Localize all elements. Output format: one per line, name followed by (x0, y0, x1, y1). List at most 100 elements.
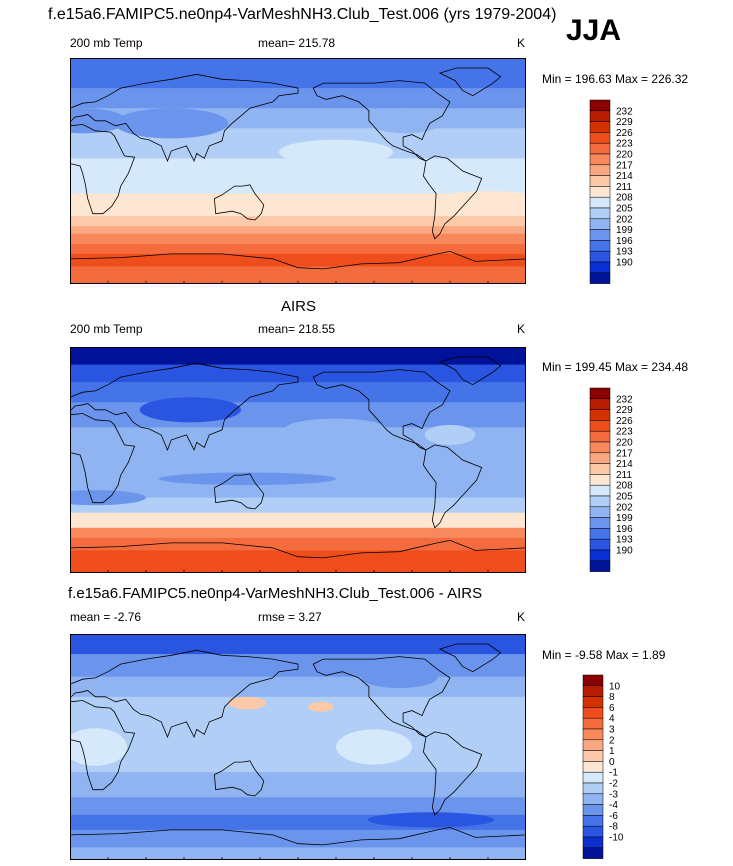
field-feature-2 (367, 108, 444, 134)
field-feature-0 (228, 696, 267, 710)
coastline-3 (312, 80, 451, 162)
field-band-0 (70, 347, 526, 366)
panel-1-unit-label: K (517, 36, 526, 50)
panel-3-mean-label: mean = -2.76 (70, 610, 142, 624)
field-band-8 (70, 537, 526, 551)
field-band-8 (70, 829, 526, 848)
field-band-5 (70, 772, 526, 798)
colorbar-tick-label: 232 (616, 394, 633, 405)
field-band-1 (70, 88, 526, 109)
field-feature-3 (158, 472, 336, 486)
field-band-9 (70, 847, 526, 860)
colorbar-tick-label: 199 (616, 225, 633, 236)
colorbar-swatch (589, 409, 611, 421)
field-feature-2 (424, 424, 476, 445)
panel-1-colorbar: 2322292262232202172142112082052021991961… (589, 99, 633, 284)
colorbar-tick-label: 190 (616, 546, 633, 557)
panel-2-colorbar: 2322292262232202172142112082052021991961… (589, 387, 633, 572)
colorbar-tick-label: 229 (616, 405, 633, 416)
field-band-7 (70, 226, 526, 235)
colorbar-swatch (582, 782, 604, 795)
coastline-2 (213, 473, 265, 510)
colorbar-tick-label: 226 (616, 416, 633, 427)
colorbar-tick-label: 223 (616, 139, 633, 150)
colorbar-tick-label: 193 (616, 535, 633, 546)
colorbar-tick-label: 205 (616, 492, 633, 503)
field-feature-4 (367, 812, 495, 828)
field-band-0 (70, 634, 526, 655)
coastline-2 (213, 760, 265, 797)
colorbar-swatch (589, 272, 611, 284)
panel-2-mean-label: mean= 218.55 (258, 322, 336, 336)
panel-3-stats: Min = -9.58 Max = 1.89 (542, 648, 666, 662)
colorbar-swatch (589, 430, 611, 443)
coastline-5 (438, 643, 502, 673)
colorbar-swatch (589, 528, 611, 540)
field-band-2 (70, 676, 526, 698)
colorbar-tick-label: 196 (616, 524, 633, 535)
colorbar-tick-label: 0 (609, 757, 615, 768)
colorbar-swatch (582, 836, 604, 849)
colorbar-swatch (589, 495, 611, 508)
colorbar-tick-label: -8 (609, 822, 618, 833)
colorbar-swatch (589, 196, 611, 209)
colorbar-swatch (589, 420, 611, 432)
coastline-1 (70, 700, 136, 791)
colorbar-swatch (589, 132, 611, 144)
coastline-6 (70, 826, 526, 846)
colorbar-tick-label: 3 (609, 725, 615, 736)
colorbar-swatch (589, 121, 611, 133)
colorbar-tick-label: 229 (616, 117, 633, 128)
field-feature-1 (308, 701, 334, 712)
coastline-6 (70, 250, 526, 270)
colorbar-swatch (589, 452, 611, 464)
colorbar-swatch (582, 750, 604, 762)
coastline-0 (70, 649, 299, 739)
colorbar-tick-label: 220 (616, 150, 633, 161)
colorbar-swatch (582, 674, 604, 687)
colorbar-tick-label: 4 (609, 714, 615, 725)
colorbar-tick-label: 226 (616, 128, 633, 139)
field-band-9 (70, 243, 526, 255)
colorbar-swatch (582, 793, 604, 805)
field-band-4 (70, 721, 526, 773)
colorbar-swatch (582, 696, 604, 708)
colorbar-swatch (589, 240, 611, 252)
colorbar-swatch (589, 506, 611, 518)
colorbar-tick-label: 6 (609, 703, 615, 714)
colorbar-swatch (582, 847, 604, 859)
colorbar-tick-label: 8 (609, 692, 615, 703)
coastline-0 (70, 362, 299, 452)
colorbar-tick-label: 214 (616, 171, 633, 182)
colorbar-tick-label: 193 (616, 247, 633, 258)
field-band-9 (70, 550, 526, 573)
field-feature-5 (361, 667, 438, 688)
coastline-4 (422, 155, 483, 240)
colorbar-swatch (589, 99, 611, 112)
field-band-2 (70, 382, 526, 403)
colorbar-tick-label: 205 (616, 204, 633, 215)
colorbar-tick-label: 1 (609, 746, 615, 757)
field-band-4 (70, 158, 526, 195)
colorbar-swatch (589, 441, 611, 454)
panel-2-stats: Min = 199.45 Max = 234.48 (542, 360, 689, 374)
colorbar-tick-label: 232 (616, 106, 633, 117)
colorbar-tick-label: 199 (616, 513, 633, 524)
colorbar-swatch (589, 538, 611, 551)
colorbar-swatch (582, 771, 604, 784)
colorbar-swatch (582, 825, 604, 838)
field-band-1 (70, 364, 526, 383)
field-band-11 (70, 266, 526, 284)
colorbar-swatch (589, 387, 611, 400)
coastline-3 (312, 369, 451, 451)
colorbar-swatch (582, 685, 604, 697)
coastline-1 (70, 413, 136, 504)
colorbar-swatch (589, 218, 611, 230)
panel-2-map (70, 347, 526, 573)
season-label: JJA (566, 14, 622, 47)
colorbar-tick-label: 214 (616, 459, 633, 470)
coastline-1 (70, 124, 136, 215)
coastline-2 (213, 184, 265, 221)
colorbar-swatch (582, 717, 604, 730)
